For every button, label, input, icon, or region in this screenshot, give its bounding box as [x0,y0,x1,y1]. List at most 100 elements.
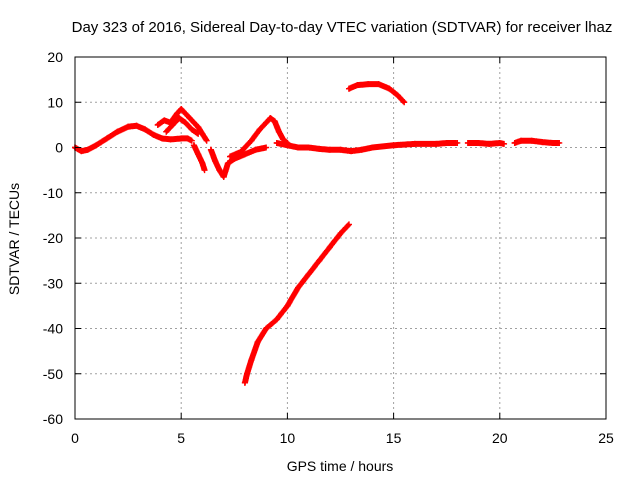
data-point [159,135,166,142]
data-layer [72,81,563,386]
data-point [556,139,563,146]
data-point [103,135,110,142]
series-track [241,222,352,386]
data-point [237,149,244,156]
data-point [295,144,302,151]
data-point [93,142,100,149]
data-point [254,339,261,346]
data-point [316,145,323,152]
data-point [195,124,202,131]
y-tick-label: -60 [43,411,63,427]
data-point [375,81,382,88]
data-point [173,110,180,117]
data-point [511,139,518,146]
data-point [241,379,248,386]
data-point [528,137,535,144]
x-tick-label: 5 [177,430,185,446]
data-point [386,85,393,92]
data-point [195,151,202,158]
series-arc-around-5h-b [163,115,202,137]
data-point [345,85,352,92]
data-point [203,137,210,144]
data-point [256,126,263,133]
data-point [199,160,206,167]
grid-layer [75,57,606,419]
data-point [411,140,418,147]
data-point [284,142,291,149]
data-point [501,140,508,147]
series-bump-around-9h [227,115,291,160]
data-point [267,115,274,122]
data-point [271,118,278,125]
data-point [178,106,185,113]
data-point [365,81,372,88]
data-point [184,135,191,142]
data-point [114,128,121,135]
data-point [188,126,195,133]
data-point [464,139,471,146]
data-point [182,110,189,117]
data-point [354,82,361,89]
data-point [248,357,255,364]
data-point [142,126,149,133]
data-point [182,119,189,126]
data-point [227,153,234,160]
data-point [443,139,450,146]
chart-title: Day 323 of 2016, Sidereal Day-to-day VTE… [72,19,613,36]
series-dip-around-6.7h [207,144,270,180]
data-point [369,144,376,151]
data-point [216,167,223,174]
data-point [150,131,157,138]
data-point [212,158,219,165]
data-point [326,244,333,251]
series-baseline-late [273,139,461,155]
data-point [273,316,280,323]
series-segment-21-23h [511,137,563,146]
data-point [390,142,397,149]
data-point [252,146,259,153]
data-point [190,119,197,126]
data-point [176,115,183,122]
data-point [345,221,352,228]
data-point [167,136,174,143]
data-point [163,128,170,135]
data-point [169,121,176,128]
data-point [326,146,333,153]
data-point [284,302,291,309]
data-point [316,257,323,264]
y-tick-label: -40 [43,321,63,337]
data-point [241,151,248,158]
data-point [486,140,493,147]
data-point [133,122,140,129]
data-point [263,144,270,151]
data-point [125,123,132,130]
data-point [454,139,461,146]
data-point [295,284,302,291]
data-point [496,139,503,146]
series-descending-track [241,221,352,386]
data-point [549,139,556,146]
series-arc-around-5h [154,106,210,144]
data-point [248,137,255,144]
data-point [178,135,185,142]
data-point [401,99,408,106]
data-point [275,128,282,135]
x-axis-label: GPS time / hours [287,458,394,474]
data-point [539,139,546,146]
y-tick-label: 10 [47,94,63,110]
series-dip-around-6h [190,142,208,174]
data-point [224,160,231,167]
data-point [195,130,202,137]
data-point [518,137,525,144]
data-point [358,146,365,153]
y-tick-label: -20 [43,230,63,246]
data-point [186,115,193,122]
x-tick-label: 0 [71,430,79,446]
data-point [188,137,195,144]
data-point [348,148,355,155]
data-point [244,370,251,377]
data-point [433,140,440,147]
series-segment-19-20h [464,139,508,147]
data-point [78,148,85,155]
